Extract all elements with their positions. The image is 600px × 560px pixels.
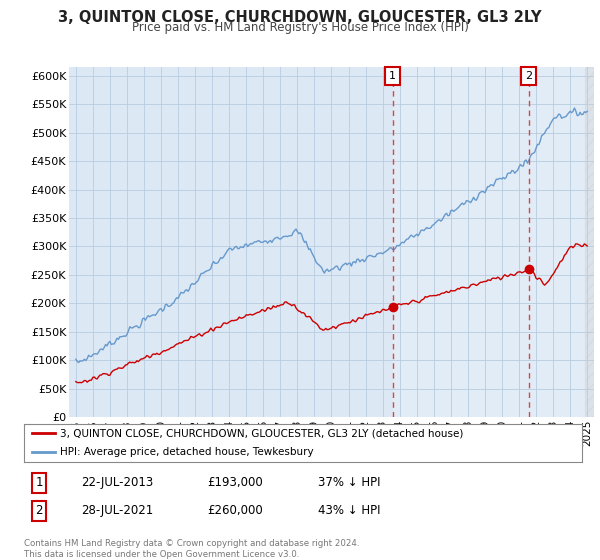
Bar xyxy=(392,67,596,417)
Text: £193,000: £193,000 xyxy=(207,476,263,489)
Text: HPI: Average price, detached house, Tewkesbury: HPI: Average price, detached house, Tewk… xyxy=(60,447,314,458)
Text: 1: 1 xyxy=(389,71,396,81)
Text: 2: 2 xyxy=(35,504,43,517)
Text: 28-JUL-2021: 28-JUL-2021 xyxy=(81,504,153,517)
Text: 37% ↓ HPI: 37% ↓ HPI xyxy=(318,476,380,489)
Text: 2: 2 xyxy=(526,71,532,81)
Text: £260,000: £260,000 xyxy=(207,504,263,517)
Text: Price paid vs. HM Land Registry's House Price Index (HPI): Price paid vs. HM Land Registry's House … xyxy=(131,21,469,34)
Text: Contains HM Land Registry data © Crown copyright and database right 2024.
This d: Contains HM Land Registry data © Crown c… xyxy=(24,539,359,559)
Text: 1: 1 xyxy=(35,476,43,489)
Text: 3, QUINTON CLOSE, CHURCHDOWN, GLOUCESTER, GL3 2LY (detached house): 3, QUINTON CLOSE, CHURCHDOWN, GLOUCESTER… xyxy=(60,428,464,438)
Text: 43% ↓ HPI: 43% ↓ HPI xyxy=(318,504,380,517)
Text: 3, QUINTON CLOSE, CHURCHDOWN, GLOUCESTER, GL3 2LY: 3, QUINTON CLOSE, CHURCHDOWN, GLOUCESTER… xyxy=(58,10,542,25)
Bar xyxy=(586,67,594,417)
Text: 22-JUL-2013: 22-JUL-2013 xyxy=(81,476,153,489)
